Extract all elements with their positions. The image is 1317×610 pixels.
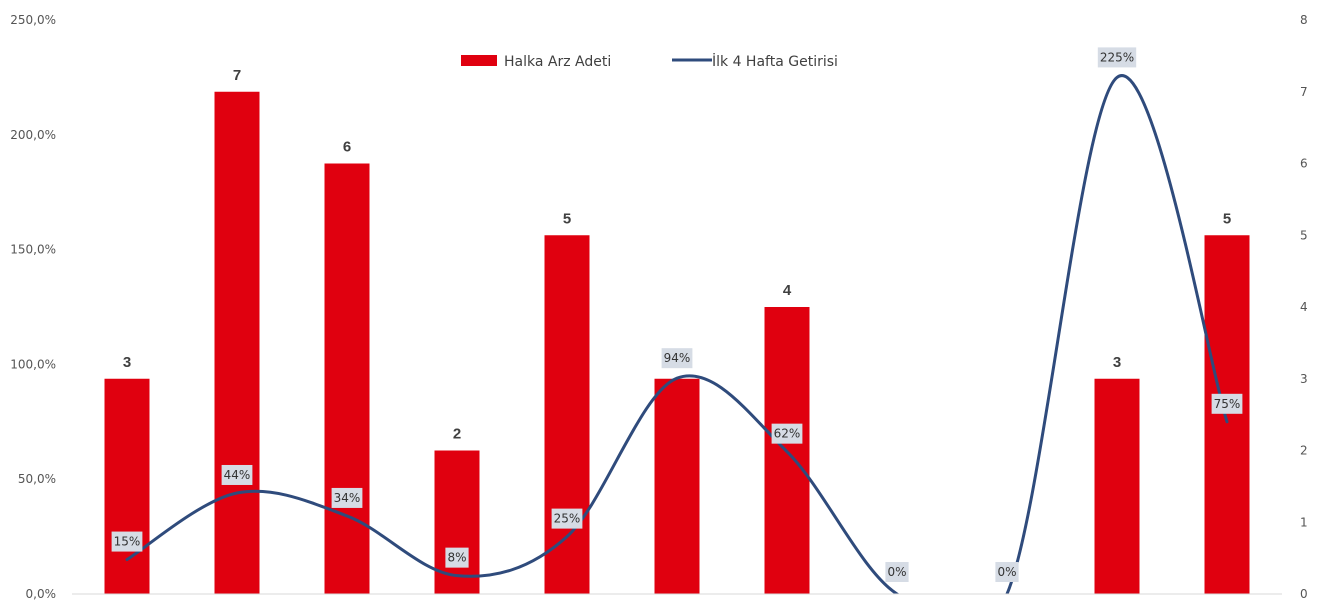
bar-value-label: 5 xyxy=(1223,210,1231,227)
bar xyxy=(324,163,370,594)
line-label-box xyxy=(551,508,583,529)
bar-value-label: 3 xyxy=(1113,354,1121,371)
right-tick-label: 8 xyxy=(1300,13,1308,27)
left-tick-label: 250,0% xyxy=(10,13,56,27)
right-tick-label: 3 xyxy=(1300,372,1308,386)
right-tick-label: 6 xyxy=(1300,157,1308,171)
bar xyxy=(104,378,150,594)
line-label-box xyxy=(771,423,803,444)
bar xyxy=(544,235,590,594)
right-tick-label: 5 xyxy=(1300,228,1308,242)
line-label-box xyxy=(445,547,469,568)
right-tick-label: 1 xyxy=(1300,515,1308,529)
line-label-box xyxy=(111,531,143,552)
bar-series xyxy=(104,91,1250,594)
bar-value-label: 3 xyxy=(123,354,131,371)
line-label-text: 0% xyxy=(997,565,1016,579)
line-label-text: 44% xyxy=(224,468,251,482)
legend-bar-label: Halka Arz Adeti xyxy=(504,54,611,70)
bar xyxy=(1094,378,1140,594)
line-value-label: 34% xyxy=(331,487,363,508)
bar-value-label: 6 xyxy=(343,139,351,156)
line-value-label: 62% xyxy=(771,423,803,444)
right-tick-label: 4 xyxy=(1300,300,1308,314)
line-data-labels: 15% 44% 34% 8% 25% 94% 62% 0% 0% 225% 75% xyxy=(111,47,1243,582)
line-label-box xyxy=(331,487,363,508)
bar-value-label: 2 xyxy=(453,426,461,443)
line-value-label: 8% xyxy=(445,547,469,568)
legend: Halka Arz Adeti İlk 4 Hafta Getirisi xyxy=(461,52,838,70)
left-tick-label: 200,0% xyxy=(10,128,56,142)
bar-value-label: 5 xyxy=(563,210,571,227)
line-label-text: 94% xyxy=(664,351,691,365)
line-label-text: 34% xyxy=(334,491,361,505)
line-label-text: 15% xyxy=(114,535,141,549)
line-label-box xyxy=(221,464,253,485)
bar-value-label: 4 xyxy=(783,282,792,299)
line-value-label: 0% xyxy=(995,562,1019,582)
line-label-text: 225% xyxy=(1100,50,1134,64)
line-label-text: 0% xyxy=(887,565,906,579)
line-label-box xyxy=(885,562,909,582)
legend-line-label: İlk 4 Hafta Getirisi xyxy=(712,52,838,70)
line-value-label: 0% xyxy=(885,562,909,582)
line-label-box xyxy=(1211,393,1243,414)
right-axis: 0 1 2 3 4 5 6 7 8 xyxy=(1300,13,1308,601)
line-label-text: 8% xyxy=(447,551,466,565)
line-label-text: 75% xyxy=(1214,397,1241,411)
line-label-text: 25% xyxy=(554,512,581,526)
bar xyxy=(434,450,480,594)
line-label-box xyxy=(995,562,1019,582)
right-tick-label: 7 xyxy=(1300,85,1308,99)
line-value-label: 25% xyxy=(551,508,583,529)
right-tick-label: 0 xyxy=(1300,587,1308,601)
bar-value-label: 7 xyxy=(233,67,241,84)
left-tick-label: 100,0% xyxy=(10,357,56,371)
line-value-label: 94% xyxy=(661,348,693,369)
legend-bar-swatch xyxy=(461,55,497,66)
left-tick-label: 50,0% xyxy=(18,472,56,486)
line-value-label: 44% xyxy=(221,464,253,485)
line-label-text: 62% xyxy=(774,427,801,441)
line-value-label: 225% xyxy=(1097,47,1137,68)
left-axis: 0,0% 50,0% 100,0% 150,0% 200,0% 250,0% xyxy=(10,13,56,601)
bar xyxy=(1204,235,1250,594)
right-tick-label: 2 xyxy=(1300,444,1308,458)
left-tick-label: 150,0% xyxy=(10,243,56,257)
line-label-box xyxy=(661,348,693,369)
bar xyxy=(654,378,700,594)
bar xyxy=(214,91,260,594)
line-value-label: 75% xyxy=(1211,393,1243,414)
line-label-box xyxy=(1097,47,1137,68)
line-value-label: 15% xyxy=(111,531,143,552)
left-tick-label: 0,0% xyxy=(26,587,57,601)
